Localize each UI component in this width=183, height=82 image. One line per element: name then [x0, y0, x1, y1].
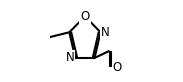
Text: O: O: [113, 61, 122, 74]
Text: N: N: [66, 51, 74, 64]
Text: O: O: [80, 10, 89, 23]
Text: N: N: [101, 26, 110, 39]
